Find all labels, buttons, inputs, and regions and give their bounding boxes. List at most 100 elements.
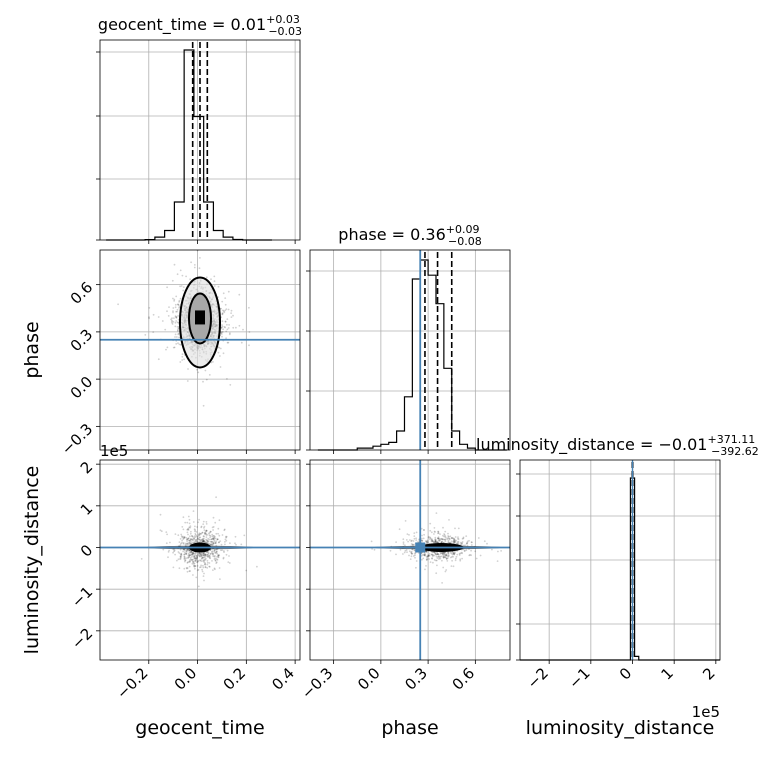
sample-point [212,553,215,556]
sample-point [194,529,197,531]
sample-point [450,565,453,567]
sample-point [445,569,448,571]
sample-point [465,535,468,537]
sample-point [491,548,493,551]
sample-point [222,556,225,559]
sample-point [437,530,439,533]
sample-point [223,529,226,532]
sample-point [214,557,217,560]
sample-point [453,552,456,555]
sample-point [437,530,440,533]
sample-point [191,538,194,541]
sample-point [439,555,442,558]
sample-point [423,553,425,556]
sample-point [174,321,177,324]
sample-point [212,543,215,546]
sample-point [428,555,430,557]
sample-point [203,559,206,561]
sample-point [224,538,227,541]
sample-point [197,552,200,554]
sample-point [190,542,193,545]
sample-point [205,541,207,544]
sample-point [178,541,181,543]
sample-point [425,558,428,561]
sample-point [198,518,201,521]
sample-point [185,551,188,553]
sample-point [402,541,405,544]
sample-point [457,540,460,543]
sample-point [456,553,459,556]
sample-point [408,550,411,553]
sample-point [234,535,237,538]
sample-point [195,559,198,561]
sample-point [170,318,172,321]
sample-point [174,303,177,306]
sample-point [212,526,215,528]
sample-point [188,549,191,551]
sample-point [197,560,200,563]
sample-point [173,550,175,553]
sample-point [213,555,216,558]
sample-point [200,555,203,558]
sample-point [189,538,192,541]
sample-point [442,556,445,559]
sample-point [196,526,199,528]
sample-point [177,342,179,345]
sample-point [435,512,438,514]
sample-point [210,543,213,546]
sample-point [438,555,440,558]
sample-point [194,557,197,560]
sample-point [437,537,440,540]
sample-point [180,542,182,545]
sample-point [395,541,397,543]
sample-point [207,542,209,545]
sample-point [496,560,499,562]
sample-point [414,552,416,555]
ld-vs-geocent-time-xtick-label-2: 0.2 [220,664,250,694]
sample-point [430,539,433,542]
sample-point [203,561,206,564]
sample-point [198,554,200,557]
sample-point [225,337,228,340]
sample-point [199,257,201,259]
sample-point [186,542,189,545]
sample-point [408,534,410,536]
sample-point [188,555,191,558]
sample-point [451,551,454,553]
sample-point [445,554,447,557]
sample-point [203,554,206,557]
sample-point [410,543,413,545]
sample-point [208,554,211,557]
sample-point [464,550,466,552]
sample-point [206,551,209,553]
sample-point [219,366,222,368]
sample-point [191,535,194,537]
sample-point [447,541,449,543]
sample-point [440,537,443,540]
sample-point [186,380,189,382]
sample-point [212,552,215,555]
sample-point [191,552,194,555]
luminosity-distance-axis-label: luminosity_distance [21,466,43,655]
sample-point [208,374,211,376]
sample-point [205,276,208,279]
sample-point [447,552,450,555]
sample-point [225,536,228,539]
sample-point [204,531,207,534]
sample-point [179,538,182,540]
sample-point [182,528,185,531]
sample-point [196,540,199,543]
sample-point [185,552,188,555]
sample-point [436,541,439,543]
sample-point [181,541,183,544]
sample-point [432,540,434,542]
sample-point [466,540,469,543]
sample-point [183,556,186,558]
ld-vs-phase-xtick-label-1: 0.0 [354,664,384,694]
sample-point [438,539,441,542]
sample-point [500,550,502,552]
sample-point [213,567,216,570]
sample-point [201,531,204,534]
sample-point [162,548,165,551]
sample-point [435,541,438,543]
